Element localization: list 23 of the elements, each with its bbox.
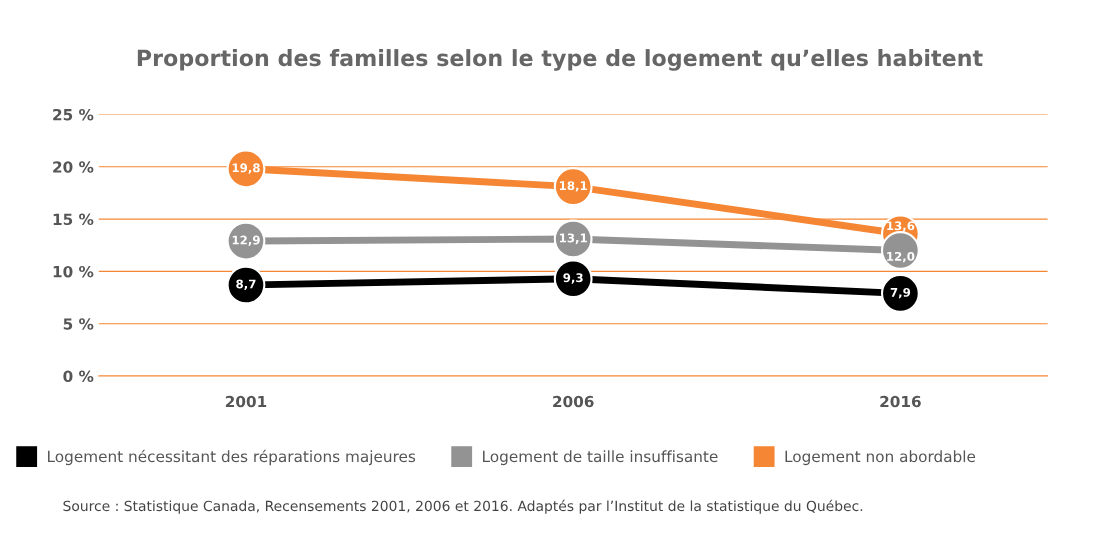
y-tick-label: 25 %	[53, 108, 94, 121]
data-label: 7,9	[890, 287, 911, 299]
legend-label: Logement non abordable	[785, 450, 976, 466]
chart-title: Proportion des familles selon le type de logement qu’elles habitent	[137, 49, 983, 71]
legend-label: Logement nécessitant des réparations majeures	[48, 449, 416, 466]
legend-label: Logement de taille insuffisante	[483, 450, 718, 466]
y-tick-label: 0 %	[63, 370, 94, 383]
data-label: 13,6	[887, 221, 915, 232]
source-note: Source : Statistique Canada, Recensements 2001, 2006 et 2016. Adaptés par l’Institut de la statistique du Québec.	[63, 499, 863, 514]
x-tick-label: 2016	[880, 395, 921, 408]
data-label: 18,1	[559, 181, 587, 192]
data-label: 12,9	[232, 235, 260, 246]
x-tick-label: 2006	[553, 395, 594, 408]
y-tick-label: 15 %	[53, 213, 94, 226]
data-label: 13,1	[559, 233, 587, 244]
data-label: 19,8	[232, 163, 260, 174]
y-tick-label: 10 %	[53, 265, 94, 278]
x-tick-label: 2001	[225, 395, 267, 408]
data-label: 12,0	[887, 251, 915, 263]
data-label: 8,7	[236, 279, 256, 290]
data-label: 9,3	[563, 273, 583, 284]
y-tick-label: 20 %	[53, 161, 94, 173]
y-tick-label: 5 %	[63, 318, 94, 330]
